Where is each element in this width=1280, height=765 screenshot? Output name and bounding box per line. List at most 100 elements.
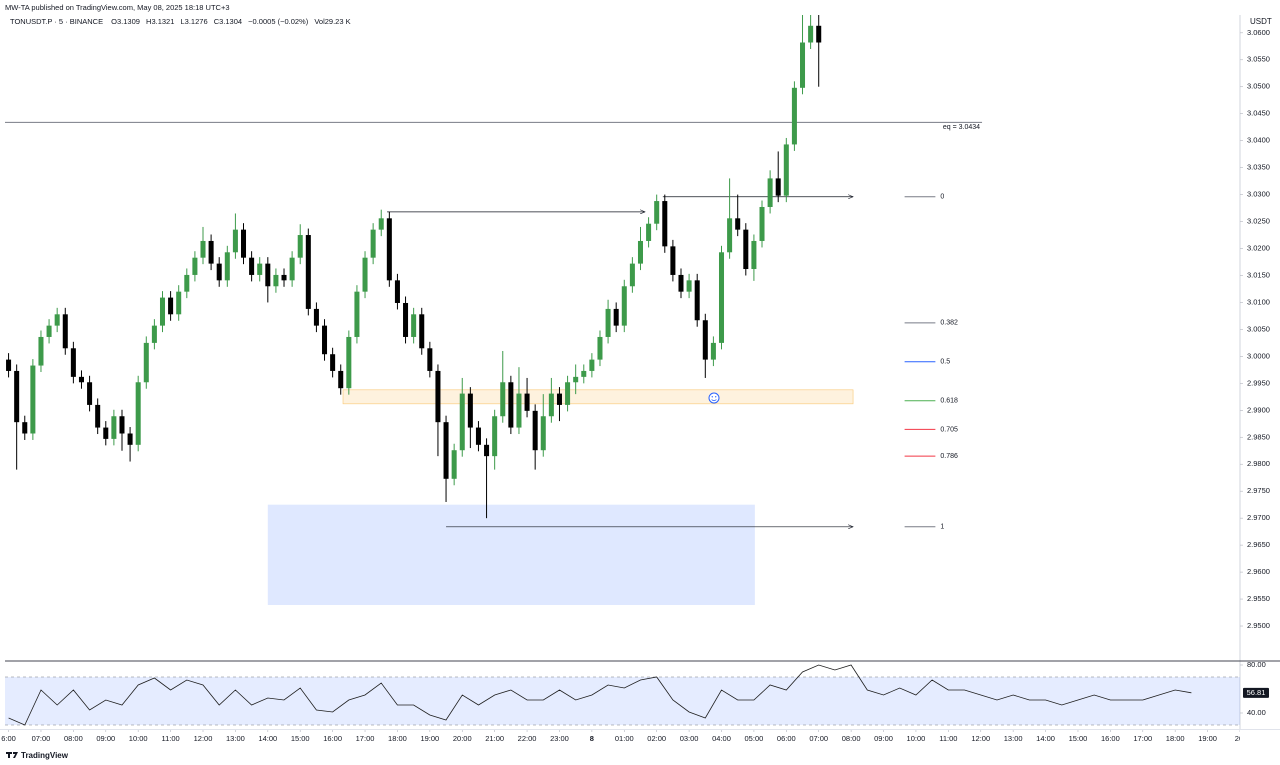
candle-body [727, 218, 733, 253]
candle-body [224, 252, 230, 281]
x-tick-label: 07:00 [32, 734, 51, 743]
candle-body [249, 257, 255, 275]
candle-body [46, 325, 52, 337]
candle-body [589, 359, 595, 371]
x-tick-label: 21:00 [485, 734, 504, 743]
candle-body [565, 382, 571, 405]
candle-body [14, 370, 20, 423]
x-tick-label: 18:00 [1166, 734, 1185, 743]
x-tick-label: 14:00 [258, 734, 277, 743]
candle-body [386, 218, 392, 281]
candle-body [103, 427, 109, 439]
zone [267, 504, 755, 605]
candle-body [297, 235, 303, 258]
y-tick-label: 3.0100 [1247, 297, 1270, 306]
x-tick-label: 20:00 [453, 734, 472, 743]
candle-body [678, 274, 684, 292]
candle-body [216, 263, 222, 281]
y-tick-label: 3.0300 [1247, 190, 1270, 199]
y-tick-label: 2.9700 [1247, 513, 1270, 522]
x-tick-label: 13:00 [1004, 734, 1023, 743]
x-tick-label: 09:00 [874, 734, 893, 743]
candle-body [791, 87, 797, 145]
candle-body [305, 235, 311, 309]
candle-body [451, 450, 457, 479]
candle-body [6, 359, 12, 371]
candle-body [484, 444, 490, 457]
candle-body [322, 325, 328, 355]
candle-body [427, 348, 433, 371]
symbol-legend: TONUSDT.P · 5 · BINANCE O3.1309 H3.1321 … [10, 17, 351, 26]
y-tick-label: 3.0500 [1247, 82, 1270, 91]
y-tick-label: 2.9850 [1247, 432, 1270, 441]
candle-body [54, 314, 60, 326]
candle-body [257, 263, 263, 275]
candle-body [783, 144, 789, 196]
x-tick-label: 16:00 [1101, 734, 1120, 743]
candle-body [637, 240, 643, 264]
emoji-eye [711, 396, 713, 398]
candle-body [135, 382, 141, 445]
overlay [708, 392, 720, 404]
y-tick-label: 3.0400 [1247, 136, 1270, 145]
x-tick-label: 8 [590, 734, 594, 743]
candle-body [232, 229, 238, 253]
x-tick-label: 13:00 [226, 734, 245, 743]
x-tick-label: 11:00 [161, 734, 179, 743]
candle-body [394, 280, 400, 303]
time-axis: 6:00 07:00 08:00 09:00 10:00 11:00 12:00 13:00 1… [1, 730, 1245, 743]
candle-body [378, 218, 384, 230]
candle-body [87, 382, 93, 405]
price-pane: eq = 3.0434 0 0.382 0.5 0.618 0.705 0.786 1 [5, 15, 983, 605]
brand-logo [6, 752, 18, 758]
y-tick-label: 2.9650 [1247, 540, 1270, 549]
x-tick-label: 20: [1235, 734, 1245, 743]
ohlc-close: C3.1304 [214, 17, 242, 26]
candle-body [710, 342, 716, 360]
candle-body [775, 178, 781, 196]
eq-label: eq = 3.0434 [943, 124, 980, 131]
y-tick-label: 2.9900 [1247, 405, 1270, 414]
candle-body [670, 246, 676, 275]
candle-body [95, 404, 101, 428]
candle-body [573, 376, 579, 383]
candle-body [265, 263, 271, 287]
fib-level-label: 0.5 [940, 359, 950, 366]
candle-body [702, 320, 708, 360]
emoji-mouth [711, 399, 717, 402]
x-tick-label: 17:00 [356, 734, 375, 743]
candle-body [500, 382, 506, 417]
candle-body [240, 229, 247, 258]
candle-body [751, 240, 757, 270]
candle-body [273, 274, 279, 287]
price-axis: 2.9500 2.9550 2.9600 2.9650 2.9700 2.9750 2.98… [1240, 28, 1270, 717]
ohlc-high: H3.1321 [146, 17, 174, 26]
candle-body [475, 427, 481, 445]
fib-level-label: 0.786 [940, 453, 958, 460]
candle-body [694, 280, 700, 321]
brand-name: TradingView [21, 751, 69, 760]
y-tick-label: 2.9750 [1247, 486, 1270, 495]
candle-body [597, 336, 603, 360]
x-tick-label: 17:00 [1133, 734, 1152, 743]
symbol: TONUSDT.P · 5 · BINANCE [10, 17, 103, 26]
fib-level-label: 0 [940, 194, 944, 201]
candle-body [159, 297, 166, 326]
y-tick-label: 3.0000 [1247, 351, 1270, 360]
candle-body [151, 325, 157, 343]
fib-level-label: 0.705 [940, 426, 958, 433]
candle-body [718, 252, 725, 343]
x-tick-label: 08:00 [842, 734, 861, 743]
zone [342, 389, 854, 405]
x-tick-label: 16:00 [323, 734, 342, 743]
x-tick-label: 19:00 [420, 734, 439, 743]
candle-body [816, 25, 822, 43]
candle-body [548, 393, 554, 417]
last-value-label: 56.81 [1247, 688, 1266, 697]
candle-body [443, 422, 449, 479]
candle-body [808, 25, 814, 43]
candle-body [62, 314, 68, 349]
candle-body [143, 342, 149, 383]
